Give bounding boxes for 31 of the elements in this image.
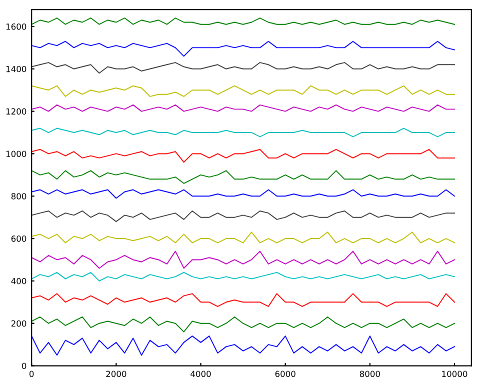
line-series xyxy=(32,272,455,282)
line-series xyxy=(32,148,455,163)
line-series xyxy=(32,232,455,244)
line-series xyxy=(32,189,455,199)
x-tick-label: 0 xyxy=(29,370,34,378)
x-tick-label: 4000 xyxy=(190,370,211,378)
line-series xyxy=(32,336,455,356)
x-tick-label: 6000 xyxy=(275,370,296,378)
y-tick-label: 800 xyxy=(11,193,26,200)
y-tick-label: 1600 xyxy=(6,23,26,30)
y-tick-label: 1400 xyxy=(6,66,26,72)
y-tick-label: 200 xyxy=(11,320,26,327)
y-tick-label: 1000 xyxy=(6,150,26,157)
y-tick-label: 600 xyxy=(11,236,26,242)
line-series xyxy=(32,62,455,74)
line-series xyxy=(32,40,455,57)
line-series xyxy=(32,170,455,184)
y-tick-label: 0 xyxy=(22,362,26,370)
x-tick-label: 2000 xyxy=(106,370,126,378)
x-tick-label: 8000 xyxy=(360,370,380,378)
line-series xyxy=(32,18,455,25)
line-series xyxy=(32,210,455,222)
line-series xyxy=(32,85,455,97)
y-tick-label: 400 xyxy=(11,278,26,284)
line-series xyxy=(32,128,455,138)
line-series xyxy=(32,104,455,112)
x-tick-label: 10000 xyxy=(442,370,468,378)
line-series xyxy=(32,250,455,269)
line-series xyxy=(32,293,455,307)
line-series xyxy=(32,316,455,332)
y-tick-label: 1200 xyxy=(6,108,26,115)
